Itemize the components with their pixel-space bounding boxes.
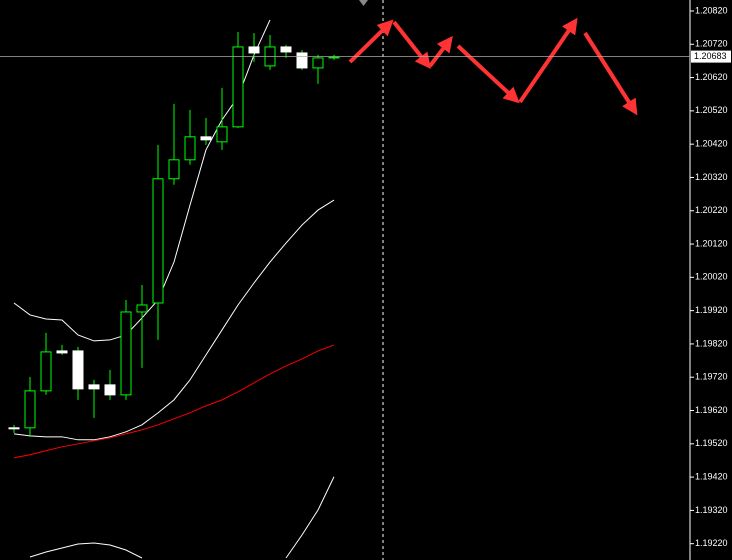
y-tick-label: 1.19720 <box>695 372 728 382</box>
marker-triangle <box>359 0 368 6</box>
y-tick-label: 1.20020 <box>695 272 728 282</box>
y-tick-label: 1.20620 <box>695 72 728 82</box>
arrow <box>518 17 578 104</box>
candle-body <box>280 46 292 53</box>
y-tick-label: 1.20520 <box>695 105 728 115</box>
indicator-line <box>29 476 335 559</box>
arrow <box>428 35 453 68</box>
y-tick-label: 1.20220 <box>695 205 728 215</box>
candle-body <box>184 136 196 161</box>
candle-body <box>120 311 132 396</box>
candle-body <box>104 384 116 396</box>
candle-body <box>168 159 180 180</box>
y-tick-label: 1.19420 <box>695 471 728 481</box>
candle-body <box>312 57 324 69</box>
indicator-line <box>13 199 335 441</box>
candle-body <box>328 56 340 59</box>
arrow <box>583 31 638 116</box>
candle-body <box>296 52 308 69</box>
candle-body <box>136 304 148 313</box>
candle-body <box>248 46 260 54</box>
candle-body <box>200 136 212 141</box>
candle-body <box>24 390 36 429</box>
candle-body <box>216 126 228 143</box>
candle-body <box>232 46 244 128</box>
candle-body <box>40 351 52 392</box>
y-tick-label: 1.19820 <box>695 338 728 348</box>
y-tick-label: 1.19320 <box>695 505 728 515</box>
y-tick-label: 1.20320 <box>695 172 728 182</box>
arrow <box>456 44 520 104</box>
arrow <box>392 20 431 70</box>
candle-body <box>152 178 164 304</box>
plot-area <box>8 19 340 559</box>
current-price-label: 1.20683 <box>694 51 727 61</box>
y-tick-label: 1.20820 <box>695 5 728 15</box>
candle-body <box>88 384 100 390</box>
forecast-arrows <box>348 17 638 116</box>
y-tick-label: 1.19220 <box>695 538 728 548</box>
y-tick-label: 1.19920 <box>695 305 728 315</box>
indicator-line <box>13 344 335 459</box>
arrow <box>348 19 394 64</box>
y-tick-label: 1.19620 <box>695 405 728 415</box>
candle-body <box>56 350 68 354</box>
y-tick-label: 1.20720 <box>695 39 728 49</box>
candle-body <box>72 350 84 390</box>
y-tick-label: 1.20420 <box>695 139 728 149</box>
candle-body <box>8 427 20 430</box>
y-tick-label: 1.19520 <box>695 438 728 448</box>
current-price-box <box>691 50 731 63</box>
y-tick-label: 1.20120 <box>695 238 728 248</box>
